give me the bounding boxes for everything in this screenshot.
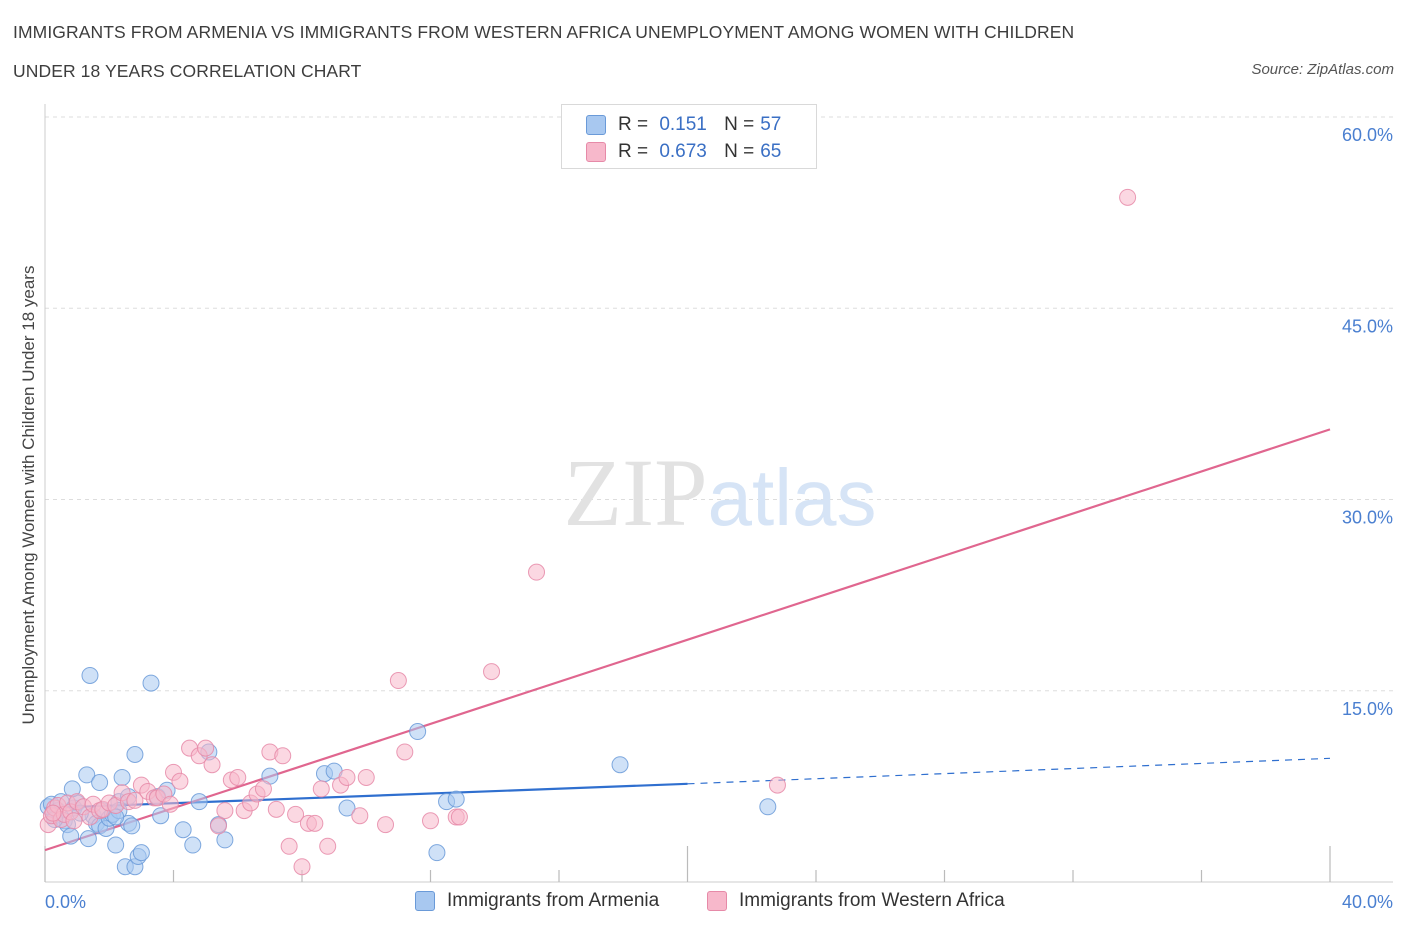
- series-swatch-armenia: [415, 891, 435, 911]
- data-points: [39, 188, 1137, 876]
- series-legend: Immigrants from Armenia Immigrants from …: [0, 890, 1406, 916]
- legend-row-armenia: R = 0.151 N = 57: [586, 113, 781, 137]
- chart-title-line2: UNDER 18 YEARS CORRELATION CHART: [13, 61, 362, 81]
- armenia-point: [152, 807, 170, 825]
- armenia-point: [409, 723, 427, 741]
- armenia-point: [184, 836, 202, 854]
- x-tick-label: 40.0%: [1342, 892, 1393, 912]
- legend-n-label: N =: [724, 114, 755, 135]
- armenia-point: [338, 799, 356, 817]
- armenia-point: [81, 666, 99, 684]
- wafrica-point: [528, 563, 546, 581]
- legend-r-label: R =: [618, 141, 649, 162]
- wafrica-point: [287, 805, 305, 823]
- armenia-point: [123, 817, 141, 835]
- legend-r-value: 0.673: [659, 141, 707, 162]
- y-tick-label: 45.0%: [1342, 316, 1393, 336]
- legend-r-label: R =: [618, 114, 649, 135]
- wafrica-point: [203, 756, 221, 774]
- source-label: Source: ZipAtlas.com: [1251, 61, 1394, 78]
- armenia-point: [79, 830, 97, 848]
- legend-n-label: N =: [724, 141, 755, 162]
- wafrica-point: [267, 800, 285, 818]
- watermark-atlas: atlas: [708, 453, 877, 542]
- wafrica-point: [293, 858, 311, 876]
- wafrica-point: [377, 816, 395, 834]
- x-tick-label: 0.0%: [45, 892, 86, 912]
- armenia-point: [113, 768, 131, 786]
- series-legend-wafrica: Immigrants from Western Africa: [707, 890, 1005, 912]
- wafrica-point: [274, 747, 292, 765]
- axes: [44, 104, 1393, 883]
- y-tick-label: 60.0%: [1342, 125, 1393, 145]
- armenia-point: [190, 793, 208, 811]
- wafrica-point: [319, 837, 337, 855]
- wafrica-point: [161, 795, 179, 813]
- armenia-point: [126, 746, 144, 763]
- wafrica-trend-line: [44, 428, 1331, 852]
- wafrica-point: [254, 780, 272, 798]
- wafrica-point: [229, 768, 247, 786]
- armenia-point: [174, 821, 192, 839]
- wafrica-point: [483, 663, 501, 681]
- wafrica-point: [209, 817, 227, 835]
- wafrica-point: [389, 672, 407, 690]
- wafrica-point: [357, 768, 375, 786]
- wafrica-point: [312, 780, 330, 798]
- grid-lines: [45, 116, 1393, 692]
- series-name-armenia: Immigrants from Armenia: [447, 890, 660, 911]
- series-legend-armenia: Immigrants from Armenia: [415, 890, 659, 912]
- wafrica-point: [396, 743, 414, 761]
- wafrica-point: [338, 768, 356, 786]
- y-tick-label: 30.0%: [1342, 508, 1393, 528]
- armenia-point: [611, 756, 629, 774]
- armenia-point: [132, 844, 150, 862]
- watermark: ZIPatlas: [564, 439, 877, 546]
- legend-r-value: 0.151: [659, 114, 707, 135]
- wafrica-point: [351, 807, 369, 825]
- armenia-point: [428, 844, 446, 862]
- wafrica-point: [197, 739, 215, 757]
- armenia-point: [216, 831, 234, 849]
- legend-swatch-wafrica: [586, 142, 606, 162]
- watermark-zip: ZIP: [564, 439, 708, 546]
- armenia-point: [91, 774, 109, 792]
- tick-labels: 15.0% 30.0% 45.0% 60.0% 0.0% 40.0%: [45, 125, 1393, 912]
- armenia-point: [107, 836, 125, 854]
- y-tick-label: 15.0%: [1342, 699, 1393, 719]
- wafrica-point: [44, 804, 62, 822]
- wafrica-point: [280, 837, 298, 855]
- legend-n-value: 57: [760, 114, 782, 135]
- chart-title-line1: IMMIGRANTS FROM ARMENIA VS IMMIGRANTS FR…: [13, 22, 1075, 42]
- legend-n-value: 65: [760, 141, 782, 162]
- wafrica-point: [126, 791, 144, 809]
- legend: R = 0.151 N = 57 R = 0.673 N = 65: [561, 104, 817, 169]
- armenia-point: [78, 766, 96, 784]
- wafrica-point: [1119, 188, 1137, 206]
- wafrica-point: [216, 802, 234, 820]
- wafrica-point: [171, 772, 189, 790]
- armenia-trend-extension: [687, 757, 1331, 785]
- wafrica-point: [306, 814, 324, 832]
- wafrica-point: [422, 812, 439, 830]
- wafrica-point: [65, 812, 83, 830]
- series-swatch-wafrica: [707, 891, 727, 911]
- legend-row-wafrica: R = 0.673 N = 65: [586, 140, 781, 164]
- legend-swatch-armenia: [586, 115, 606, 135]
- armenia-point: [62, 827, 80, 845]
- series-name-wafrica: Immigrants from Western Africa: [739, 890, 1005, 911]
- y-axis-label: Unemployment Among Women with Children U…: [19, 266, 38, 725]
- armenia-point: [447, 790, 465, 808]
- armenia-point: [142, 674, 160, 692]
- armenia-point: [759, 798, 777, 816]
- wafrica-point: [768, 776, 786, 794]
- wafrica-point: [450, 808, 468, 826]
